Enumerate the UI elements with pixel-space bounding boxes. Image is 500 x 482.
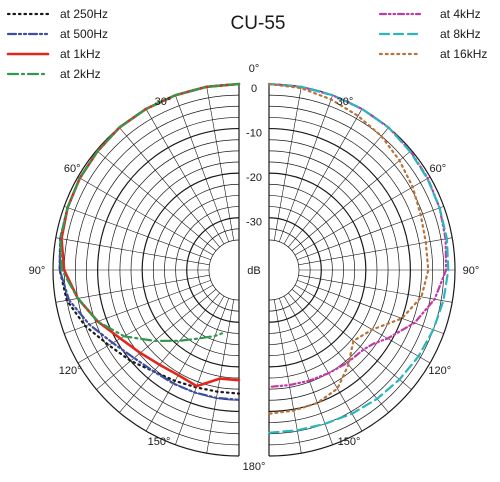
grid-ring-right — [268, 239, 300, 301]
angle-tick-label: 150° — [338, 436, 361, 448]
unit-label: dB — [247, 265, 260, 277]
angle-tick-label: 180° — [243, 461, 266, 473]
angle-tick-label: 0° — [249, 63, 260, 75]
series-line-at-8khz — [267, 82, 450, 434]
legend-label: at 2kHz — [60, 67, 101, 81]
grid-spoke-right — [297, 279, 444, 334]
angle-tick-label: 120° — [428, 365, 451, 377]
grid-spoke-left — [96, 150, 217, 251]
series-line-at-16khz — [267, 82, 430, 415]
grid-spoke-right — [273, 299, 302, 454]
radial-tick-label: 0 — [251, 83, 257, 95]
grid-spoke-right — [294, 284, 431, 364]
legend-label: at 250Hz — [60, 7, 108, 21]
series-line-at-2khz — [59, 82, 241, 342]
grid-spoke-right — [273, 86, 302, 241]
grid-spoke-right — [278, 95, 333, 242]
grid-spoke-right — [298, 237, 453, 266]
grid-spoke-left — [175, 95, 230, 242]
grid-spoke-left — [206, 86, 235, 241]
grid-layer — [52, 83, 456, 457]
grid-spoke-right — [283, 295, 363, 432]
angle-tick-label: 60° — [64, 163, 81, 175]
legend-label: at 8kHz — [440, 27, 481, 41]
grid-spoke-left — [77, 284, 214, 364]
grid-spoke-right — [291, 150, 412, 251]
grid-spoke-left — [145, 295, 225, 432]
radial-tick-label: -20 — [246, 172, 262, 184]
legend-label: at 16kHz — [440, 47, 487, 61]
grid-spoke-left — [96, 289, 217, 390]
legend-label: at 4kHz — [440, 7, 481, 21]
legend-label: at 500Hz — [60, 27, 108, 41]
grid-spoke-right — [283, 108, 363, 245]
legend-label: at 1kHz — [60, 47, 101, 61]
series-line-at-1khz — [60, 82, 241, 388]
grid-spoke-left — [119, 127, 220, 248]
angle-tick-label: 150° — [148, 436, 171, 448]
angle-tick-label: 120° — [59, 365, 82, 377]
chart-title: CU-55 — [231, 13, 286, 34]
grid-spoke-left — [206, 299, 235, 454]
grid-ring-left — [208, 239, 240, 301]
grid-spoke-left — [77, 176, 214, 256]
grid-spoke-left — [145, 108, 225, 245]
radial-tick-label: -30 — [246, 217, 262, 229]
grid-spoke-right — [288, 127, 389, 248]
series-layer — [58, 82, 450, 434]
angle-tick-label: 90° — [463, 265, 480, 277]
grid-spoke-right — [294, 176, 431, 256]
series-line-at-4khz — [267, 82, 448, 388]
grid-spoke-left — [64, 206, 211, 261]
grid-spoke-left — [55, 237, 210, 266]
grid-spoke-left — [55, 274, 210, 303]
series-line-at-250hz — [58, 82, 241, 395]
angle-tick-label: 30° — [155, 96, 172, 108]
grid-spoke-right — [298, 274, 453, 303]
grid-spoke-right — [297, 206, 444, 261]
label-layer: CU-55 dB 0 -10 -20 -30 0° 30° 60° 90° 120° 150° 18… — [29, 13, 480, 473]
angle-tick-label: 60° — [429, 163, 446, 175]
grid-spoke-left — [119, 292, 220, 413]
grid-spoke-right — [278, 298, 333, 445]
radial-tick-label: -10 — [246, 128, 262, 140]
angle-tick-label: 30° — [337, 96, 354, 108]
grid-spoke-right — [288, 292, 389, 413]
legend: at 250Hz at 500Hz at 1kHz at 2kHz at 4kHz at … — [6, 7, 487, 81]
grid-spoke-left — [175, 298, 230, 445]
angle-tick-label: 90° — [29, 265, 46, 277]
grid-spoke-right — [291, 289, 412, 390]
